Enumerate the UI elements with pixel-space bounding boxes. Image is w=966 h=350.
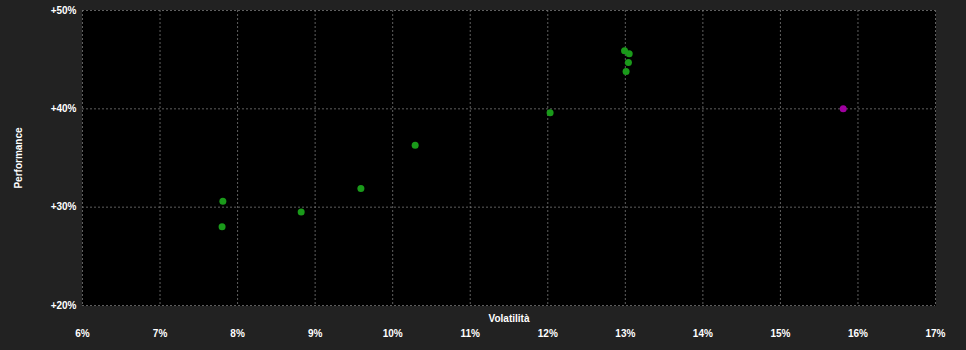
svg-text:12%: 12% (538, 328, 558, 339)
svg-text:7%: 7% (153, 328, 168, 339)
svg-text:8%: 8% (230, 328, 245, 339)
svg-text:11%: 11% (460, 328, 480, 339)
svg-text:14%: 14% (693, 328, 713, 339)
svg-text:+20%: +20% (51, 300, 77, 311)
svg-text:15%: 15% (770, 328, 790, 339)
svg-text:9%: 9% (308, 328, 323, 339)
svg-text:6%: 6% (75, 328, 90, 339)
svg-text:16%: 16% (848, 328, 868, 339)
svg-text:+50%: +50% (51, 5, 77, 16)
svg-text:10%: 10% (383, 328, 403, 339)
svg-text:13%: 13% (615, 328, 635, 339)
svg-text:+30%: +30% (51, 201, 77, 212)
svg-text:17%: 17% (925, 328, 945, 339)
svg-text:+40%: +40% (51, 103, 77, 114)
svg-text:Volatilità: Volatilità (489, 313, 530, 324)
svg-text:Performance: Performance (13, 127, 24, 189)
